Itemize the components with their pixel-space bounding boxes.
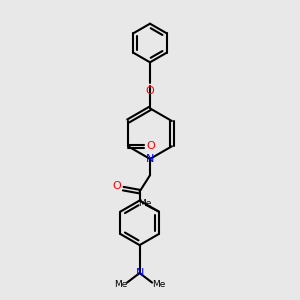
Text: O: O <box>112 181 121 191</box>
Text: N: N <box>135 268 144 278</box>
Text: O: O <box>146 141 155 151</box>
Text: O: O <box>146 85 154 96</box>
Text: Me: Me <box>152 280 165 289</box>
Text: Me: Me <box>114 280 127 289</box>
Text: Me: Me <box>138 199 151 208</box>
Text: N: N <box>146 154 154 164</box>
